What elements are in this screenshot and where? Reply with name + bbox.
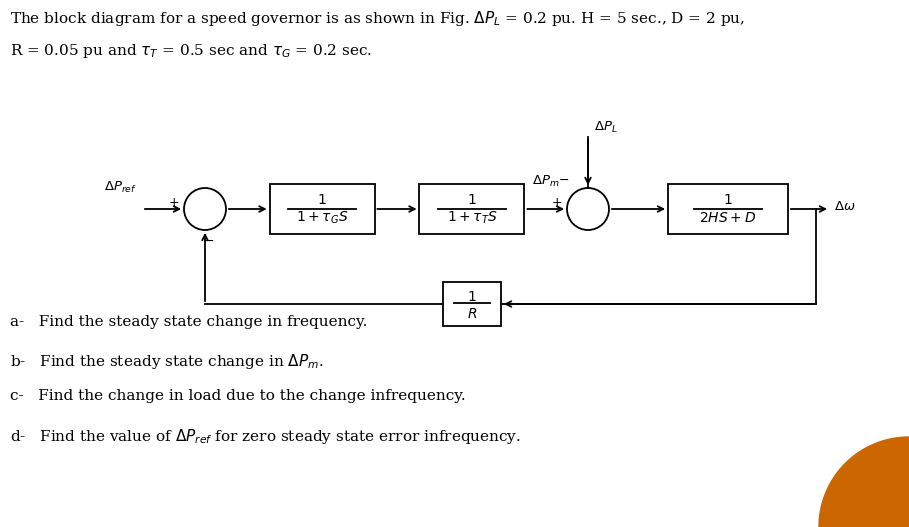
Text: $1$: $1$ [467,290,477,304]
Text: d-   Find the value of $\Delta P_{ref}$ for zero steady state error infrequency.: d- Find the value of $\Delta P_{ref}$ fo… [10,427,521,446]
Text: +: + [552,197,562,210]
Text: $1+\tau_G S$: $1+\tau_G S$ [295,209,348,226]
Text: $\Delta P_{ref}$: $\Delta P_{ref}$ [104,180,137,194]
Text: $\Delta\omega$: $\Delta\omega$ [834,200,855,213]
Text: $1$: $1$ [317,193,327,208]
Bar [269,184,375,234]
Polygon shape [819,437,909,527]
Text: $R$: $R$ [467,307,477,321]
Text: b-   Find the steady state change in $\Delta P_m$.: b- Find the steady state change in $\Del… [10,352,324,371]
Text: $1$: $1$ [467,193,477,208]
Text: c-   Find the change in load due to the change infrequency.: c- Find the change in load due to the ch… [10,389,465,403]
Text: $2HS+D$: $2HS+D$ [699,210,756,225]
Text: $\Delta P_m$: $\Delta P_m$ [532,174,559,189]
Text: $-$: $-$ [204,234,215,247]
Text: $-$: $-$ [558,173,569,186]
Text: The block diagram for a speed governor is as shown in Fig. $\Delta P_L$ = 0.2 pu: The block diagram for a speed governor i… [10,9,745,28]
Text: $1+\tau_T S$: $1+\tau_T S$ [446,209,497,226]
Bar [668,184,788,234]
Text: a-   Find the steady state change in frequency.: a- Find the steady state change in frequ… [10,315,367,329]
Text: R = 0.05 pu and $\tau_T$ = 0.5 sec and $\tau_G$ = 0.2 sec.: R = 0.05 pu and $\tau_T$ = 0.5 sec and $… [10,42,372,60]
Circle shape [567,188,609,230]
Text: $1$: $1$ [724,193,733,208]
Circle shape [184,188,226,230]
Text: +: + [168,197,179,210]
Bar [443,282,501,326]
Text: $\Delta P_L$: $\Delta P_L$ [594,120,617,135]
Bar [419,184,524,234]
